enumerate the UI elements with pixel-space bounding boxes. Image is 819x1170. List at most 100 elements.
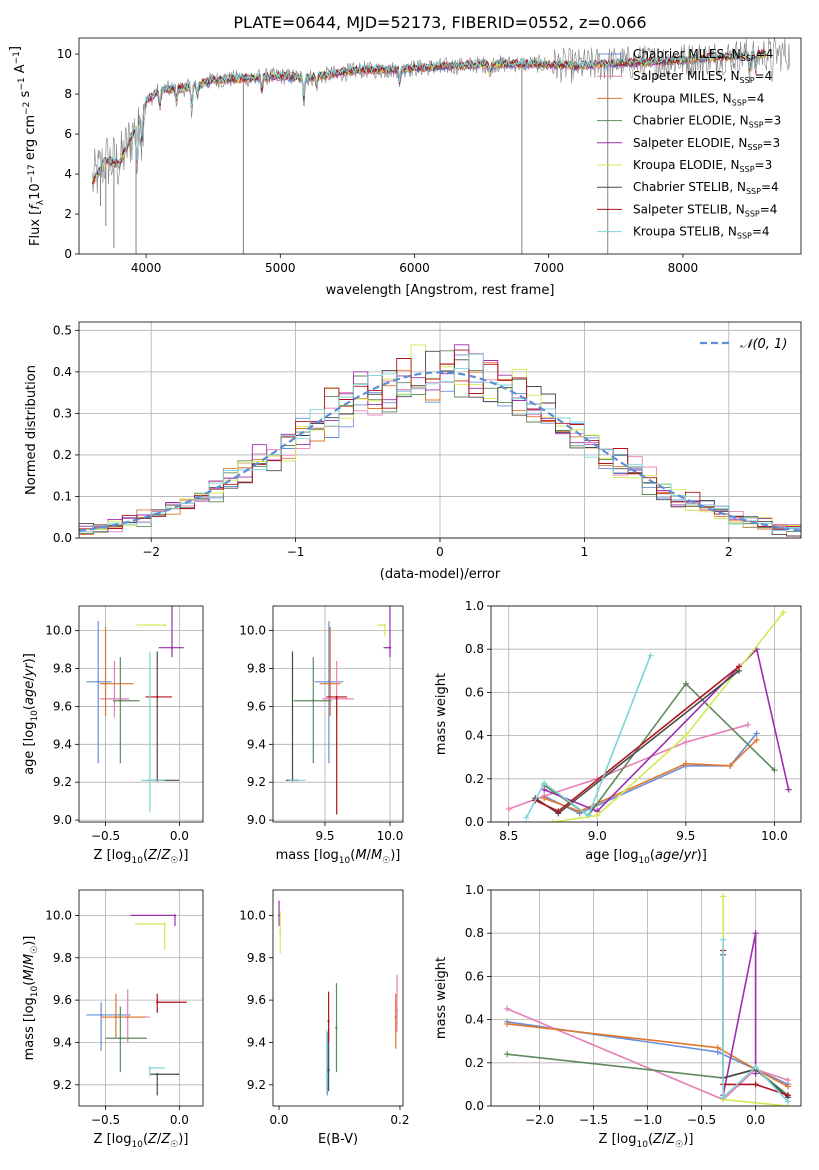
age_vs_mass-ytick-label: 10.0 <box>239 624 266 638</box>
age_vs_mass-frame <box>272 605 404 823</box>
mass_weight_vs_age-marker <box>682 739 689 746</box>
mass_vs_ebv-xtick-label: 0.2 <box>390 1113 409 1127</box>
mass_weight_vs_age-line-chabrier-elodie <box>543 682 775 817</box>
legend-label-main: Kroupa STELIB, N <box>633 225 737 239</box>
legend-label-tail: =4 <box>752 225 770 239</box>
mass_weight_vs_Z-ytick-label: 0.4 <box>465 1013 484 1027</box>
mass_weight_vs_age-marker <box>555 808 562 815</box>
mass_weight_vs_Z-marker <box>752 930 759 937</box>
age_vs_Z-ytick-label: 9.2 <box>53 775 72 789</box>
mass_weight_vs_Z-marker <box>720 936 727 943</box>
mass_vs_Z-xlabel-part: Z <box>160 1132 171 1147</box>
mass_weight_vs_Z-xtick-label: −0.5 <box>687 1113 716 1127</box>
mass_weight_vs_age-marker <box>541 795 548 802</box>
mass_vs_ebv-point-salpeter-elodie <box>277 914 281 917</box>
legend-label: Kroupa MILES, NSSP=4 <box>633 91 764 107</box>
mass_weight_vs_age-marker <box>523 814 530 821</box>
mass_vs_Z-xlabel-part: Z [log <box>94 1132 132 1147</box>
age_vs_mass-point-chabrier-elodie <box>312 699 315 702</box>
spectrum-data <box>91 38 790 254</box>
mass_vs_Z-data <box>86 914 187 1096</box>
legend-label: Salpeter STELIB, NSSP=4 <box>633 202 777 218</box>
age_vs_mass-ytick-label: 9.6 <box>247 699 266 713</box>
mass_vs_Z-point-chabrier-stelib <box>156 1073 159 1076</box>
mass_weight_vs_age-ytick-label: 0.4 <box>465 729 484 743</box>
legend-label-main: Kroupa ELODIE, N <box>633 158 740 172</box>
spectrum-ylabel-part: Flux [ <box>28 210 43 246</box>
age_vs_Z-xlabel-part: / <box>157 848 162 863</box>
age_vs_Z-ylabel-part: yr <box>22 662 37 678</box>
legend-label-tail: =3 <box>755 158 773 172</box>
mass_weight_vs_age-data <box>505 609 792 822</box>
spectrum-ylabel: Flux [fλ10−17 erg cm−2 s−1 A−1] <box>8 46 46 246</box>
legend-label-main: Salpeter MILES, N <box>633 69 740 83</box>
mass_weight_vs_age-xlabel: age [log10(age/yr)] <box>585 848 707 866</box>
age_vs_Z-xtick-label: 0.0 <box>170 829 189 843</box>
mass_weight_vs_Z-frame <box>490 889 802 1107</box>
mass_weight_vs_Z-xlabel-part: Z [log <box>599 1132 637 1147</box>
age_vs_mass-xlabel-part: M <box>355 848 366 863</box>
age_vs_Z-xlabel-part: Z [log <box>94 848 132 863</box>
age_vs_mass-xlabel-part: ☉ <box>382 856 390 866</box>
age_vs_Z-ylabel-part: age [log <box>22 722 37 775</box>
mass_weight_vs_age-ytick-label: 0.6 <box>465 685 484 699</box>
age_vs_Z-ytick-label: 9.8 <box>53 662 72 676</box>
spectrum-ylabel-part: −1 <box>17 77 27 90</box>
mass_weight_vs_age-marker <box>505 806 512 813</box>
mass_vs_Z-ylabel-part: mass [log <box>22 997 37 1060</box>
age_vs_mass-ytick-label: 9.4 <box>247 737 266 751</box>
mass_weight_vs_age-xlabel-part: age <box>655 848 679 863</box>
residuals-ylabel-part: Normed distribution <box>24 365 39 495</box>
mass_vs_ebv-point-salpeter-miles <box>395 1009 399 1012</box>
age_vs_mass-xlabel-part: ( <box>350 848 355 863</box>
mass_weight_vs_age-marker <box>771 767 778 774</box>
mass_weight_vs_age-marker <box>785 786 792 793</box>
spectrum-xtick-label: 4000 <box>131 261 162 275</box>
mass_vs_ebv-point-salpeter-stelib <box>327 1020 330 1023</box>
mass_vs_ebv-xtick-label: 0.0 <box>269 1113 288 1127</box>
mass_vs_Z-point-salpeter-elodie <box>173 914 177 917</box>
mass_weight_vs_age-marker <box>753 736 760 743</box>
legend-label-sub: SSP <box>740 165 755 174</box>
mass_vs_Z-ylabel-part: )] <box>22 936 37 946</box>
mass_vs_Z-point-chabrier-elodie <box>119 1037 122 1040</box>
mass_vs_ebv-ytick-label: 9.2 <box>247 1078 266 1092</box>
mass_vs_ebv-point-chabrier-stelib <box>327 1068 330 1072</box>
gaussian-legend-label: 𝒩(0, 1) <box>740 337 787 352</box>
residual-hist-salpeter-stelib <box>79 349 801 530</box>
mass_weight_vs_age-marker <box>682 732 689 739</box>
mass_weight_vs_Z-xlabel-part: )] <box>683 1132 693 1147</box>
age_vs_mass-ytick-label: 9.8 <box>247 662 266 676</box>
residuals-frame <box>78 321 802 539</box>
spectrum-ylabel-part: −17 <box>27 164 37 183</box>
mass_weight_vs_age-xlabel-part: ( <box>650 848 655 863</box>
spectrum-ytick-label: 4 <box>64 167 72 181</box>
age_vs_mass-xlabel-part: M <box>371 848 382 863</box>
age_vs_mass-point-chabrier-miles <box>327 680 331 683</box>
mass_weight_vs_age-ytick-label: 1.0 <box>465 599 484 613</box>
mass_weight_vs_Z-xlabel-part: 10 <box>636 1140 648 1150</box>
age_vs_Z-xlabel-part: Z <box>160 848 171 863</box>
mass_weight_vs_age-line-chabrier-miles <box>543 732 758 815</box>
mass_weight_vs_age-marker <box>585 812 592 819</box>
mass_vs_Z-ylabel-part: M <box>22 954 37 965</box>
mass_vs_Z-point-chabrier-miles <box>99 1013 103 1017</box>
mass_vs_Z-ytick-label: 9.4 <box>53 1035 72 1049</box>
spectrum-ylabel-part: s <box>18 90 33 101</box>
mass_vs_ebv-ytick-label: 10.0 <box>239 908 266 922</box>
legend-label-sub: SSP <box>732 98 747 107</box>
age_vs_Z-xtick-label: −0.5 <box>91 829 120 843</box>
mass_vs_Z-point-kroupa-miles <box>114 1015 118 1019</box>
spectrum-ylabel-part: erg cm <box>23 115 38 164</box>
spectrum-xtick-label: 5000 <box>265 261 296 275</box>
mass_weight_vs_Z-line-kroupa-miles <box>507 1023 789 1088</box>
spectrum-frame <box>78 37 802 255</box>
legend-label: Chabrier ELODIE, NSSP=3 <box>633 114 781 130</box>
mass_vs_Z-point-salpeter-stelib <box>156 1001 159 1004</box>
residuals-ytick-label: 0.1 <box>53 489 72 503</box>
mass_weight_vs_age-marker <box>736 663 742 670</box>
mass_vs_Z-ylabel-part: ☉ <box>30 946 40 954</box>
legend-label: Salpeter MILES, NSSP=4 <box>633 69 772 85</box>
legend-label-main: Kroupa MILES, N <box>633 91 732 105</box>
mass_vs_Z-ylabel-part: M <box>22 969 37 980</box>
